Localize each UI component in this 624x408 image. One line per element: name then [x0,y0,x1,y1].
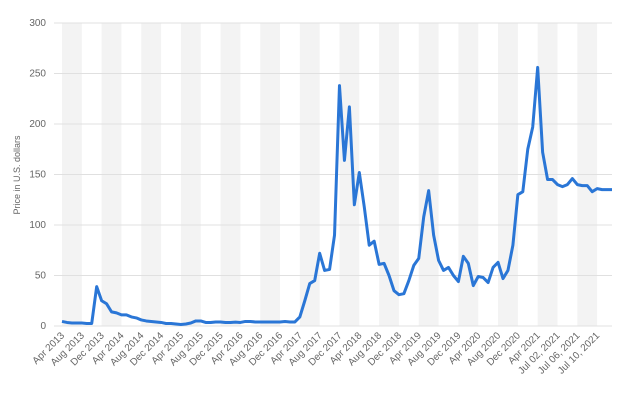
y-tick-label: 300 [29,18,46,29]
price-line [61,65,612,326]
y-tick-label: 100 [29,220,46,231]
y-tick-label: 0 [40,321,46,332]
y-tick-label: 250 [29,69,46,80]
y-tick-label: 150 [29,170,46,181]
y-tick-label: 50 [35,271,47,282]
y-axis-title: Price in U.S. dollars [12,135,22,215]
y-tick-label: 200 [29,119,46,130]
